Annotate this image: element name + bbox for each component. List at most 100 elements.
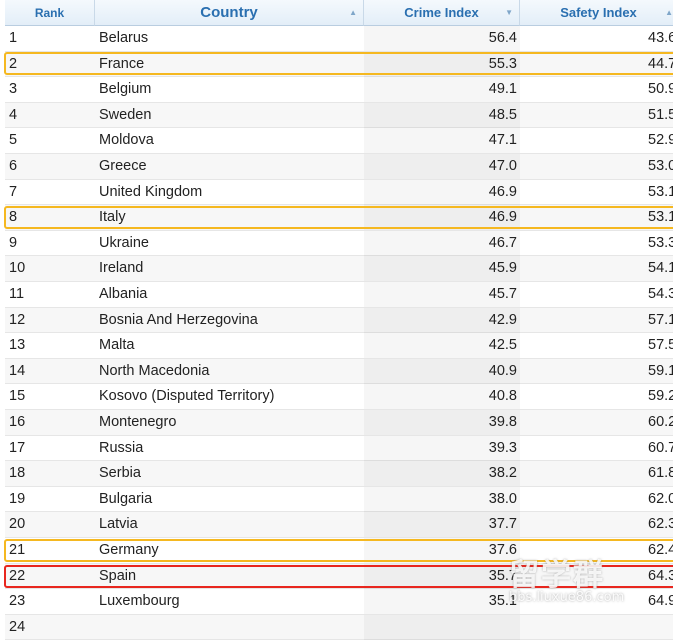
table-row[interactable]: 17 Russia 39.3 60.7 (5, 436, 673, 462)
crime-header-label: Crime Index (404, 5, 479, 20)
highlight-box-italy (4, 206, 673, 229)
country-cell: Bosnia And Herzegovina (99, 311, 258, 328)
safety-index-value: 54.1 (648, 260, 673, 277)
safety-index-cell: 62.0 (520, 487, 673, 512)
crime-index-cell: 55.3 (364, 52, 520, 77)
country-cell: Albania (99, 286, 148, 302)
rank-cell: 22 (9, 567, 26, 584)
safety-index-cell: 60.2 (520, 410, 673, 435)
crime-index-cell: 42.5 (364, 333, 520, 358)
sort-ascending-icon: ▲ (349, 8, 357, 17)
crime-index-cell: 40.8 (364, 384, 520, 409)
rank-column-header[interactable]: Rank (5, 0, 95, 26)
crime-index-cell: 37.6 (364, 538, 520, 563)
safety-index-value: 62.3 (648, 516, 673, 533)
table-row[interactable]: 13 Malta 42.5 57.5 (5, 333, 673, 359)
rank-cell: 18 (9, 465, 26, 482)
country-header-label: Country (200, 4, 258, 21)
crime-index-cell: 48.5 (364, 103, 520, 128)
crime-index-cell: 46.9 (364, 205, 520, 230)
crime-index-cell: 56.4 (364, 26, 520, 51)
table-row[interactable]: 9 Ukraine 46.7 53.3 (5, 231, 673, 257)
safety-index-value: 64.3 (648, 567, 673, 584)
safety-index-cell: 59.2 (520, 384, 673, 409)
safety-index-cell: 62.4 (520, 538, 673, 563)
table-row[interactable]: 3 Belgium 49.1 50.9 (5, 77, 673, 103)
safety-index-value: 62.0 (648, 490, 673, 507)
table-row[interactable]: 15 Kosovo (Disputed Territory) 40.8 59.2 (5, 384, 673, 410)
safety-index-value: 53.0 (648, 158, 673, 174)
safety-index-cell: 53.1 (520, 180, 673, 205)
crime-index-cell: 38.0 (364, 487, 520, 512)
sort-ascending-icon: ▲ (665, 8, 673, 17)
rank-cell: 6 (9, 158, 18, 174)
safety-index-value: 54.3 (648, 286, 673, 302)
safety-index-value: 62.4 (648, 542, 673, 558)
table-row[interactable]: 14 North Macedonia 40.9 59.1 (5, 358, 673, 385)
rank-cell: 4 (9, 106, 18, 123)
table-row[interactable]: 19 Bulgaria 38.0 62.0 (5, 487, 673, 513)
crime-index-cell: 45.9 (364, 256, 520, 281)
rank-cell: 5 (9, 132, 18, 149)
safety-index-cell: 44.7 (520, 52, 673, 77)
crime-index-cell: 39.3 (364, 436, 520, 461)
table-row[interactable]: 24 (5, 614, 673, 640)
country-cell: Bulgaria (99, 490, 153, 507)
table-row[interactable]: 16 Montenegro 39.8 60.2 (5, 410, 673, 436)
crime-index-cell: 35.7 (364, 564, 520, 589)
table-row[interactable]: 1 Belarus 56.4 43.6 (5, 26, 673, 52)
safety-index-value: 50.9 (648, 81, 673, 98)
highlight-box-germany (4, 539, 673, 562)
rank-cell: 7 (9, 183, 18, 200)
safety-index-value: 53.1 (648, 209, 673, 226)
rank-cell: 1 (9, 30, 18, 46)
country-cell: North Macedonia (99, 362, 210, 379)
country-cell: Moldova (99, 132, 154, 149)
table-row[interactable]: 5 Moldova 47.1 52.9 (5, 128, 673, 154)
table-row[interactable]: 6 Greece 47.0 53.0 (5, 154, 673, 180)
table-row[interactable]: 18 Serbia 38.2 61.8 (5, 461, 673, 487)
country-cell: Spain (99, 567, 137, 584)
safety-index-cell: 53.3 (520, 231, 673, 256)
table-row[interactable]: 10 Ireland 45.9 54.1 (5, 256, 673, 282)
safety-index-value: 57.5 (648, 337, 673, 354)
sort-descending-icon: ▼ (505, 8, 513, 17)
table-row[interactable]: 4 Sweden 48.5 51.5 (5, 102, 673, 129)
table-row[interactable]: 23 Luxembourg 35.1 64.9 (5, 589, 673, 615)
safety-index-cell: 54.1 (520, 256, 673, 281)
safety-index-cell: 53.1 (520, 205, 673, 230)
crime-index-cell: 35.1 (364, 589, 520, 614)
rank-cell: 24 (9, 618, 26, 635)
safety-index-value: 51.5 (648, 106, 673, 123)
country-cell: Sweden (99, 106, 152, 123)
country-cell: United Kingdom (99, 183, 203, 200)
rank-cell: 21 (9, 542, 26, 558)
crime-index-cell: 38.2 (364, 461, 520, 486)
country-cell: Ireland (99, 260, 144, 277)
table-row[interactable]: 20 Latvia 37.7 62.3 (5, 512, 673, 538)
safety-index-cell: 54.3 (520, 282, 673, 307)
country-cell: Kosovo (Disputed Territory) (99, 388, 275, 405)
table-row[interactable]: 12 Bosnia And Herzegovina 42.9 57.1 (5, 307, 673, 334)
safety-index-column-header[interactable]: Safety Index ▲ (520, 0, 673, 26)
crime-index-cell: 40.9 (364, 359, 520, 384)
country-cell: Italy (99, 209, 126, 226)
rank-cell: 13 (9, 337, 26, 354)
crime-index-column-header[interactable]: Crime Index ▼ (364, 0, 520, 26)
safety-index-cell: 57.5 (520, 333, 673, 358)
table-row[interactable]: 7 United Kingdom 46.9 53.1 (5, 180, 673, 206)
country-cell: Luxembourg (99, 593, 180, 610)
table-row[interactable]: 8 Italy 46.9 53.1 (5, 205, 673, 231)
highlight-box-france (4, 52, 673, 75)
crime-index-cell: 47.1 (364, 128, 520, 153)
country-cell: Ukraine (99, 234, 149, 251)
table-row[interactable]: 11 Albania 45.7 54.3 (5, 282, 673, 308)
table-row[interactable]: 2 France 55.3 44.7 (5, 51, 673, 78)
safety-index-cell: 53.0 (520, 154, 673, 179)
country-column-header[interactable]: Country ▲ (95, 0, 364, 26)
rank-cell: 20 (9, 516, 26, 533)
country-cell: Germany (99, 542, 159, 558)
table-row[interactable]: 22 Spain 35.7 64.3 (5, 563, 673, 590)
table-row[interactable]: 21 Germany 37.6 62.4 (5, 538, 673, 564)
table-header: Rank Country ▲ Crime Index ▼ Safety Inde… (5, 0, 673, 27)
